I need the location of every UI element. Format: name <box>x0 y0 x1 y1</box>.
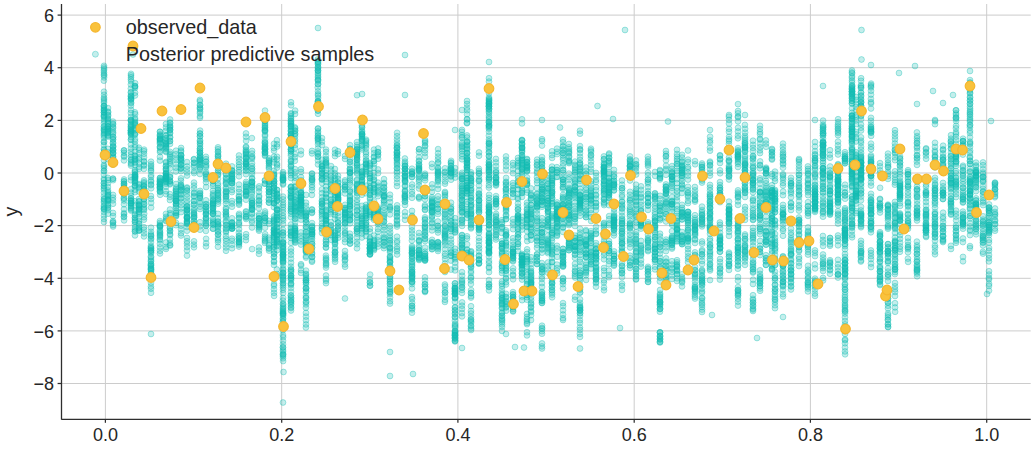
svg-text:y: y <box>0 206 22 216</box>
svg-text:observed_data: observed_data <box>126 16 257 39</box>
svg-text:0.6: 0.6 <box>622 425 647 445</box>
svg-text:1.0: 1.0 <box>974 425 999 445</box>
svg-text:0.2: 0.2 <box>269 425 294 445</box>
svg-text:−6: −6 <box>33 322 54 342</box>
svg-text:−8: −8 <box>33 374 54 394</box>
svg-text:0.0: 0.0 <box>93 425 118 445</box>
svg-text:0.4: 0.4 <box>445 425 470 445</box>
svg-text:Posterior predictive samples: Posterior predictive samples <box>126 43 375 65</box>
svg-text:−4: −4 <box>33 269 54 289</box>
svg-text:2: 2 <box>44 111 54 131</box>
svg-text:−2: −2 <box>33 216 54 236</box>
svg-text:0.8: 0.8 <box>798 425 823 445</box>
svg-text:6: 6 <box>44 6 54 26</box>
svg-text:4: 4 <box>44 58 54 78</box>
svg-text:0: 0 <box>44 164 54 184</box>
